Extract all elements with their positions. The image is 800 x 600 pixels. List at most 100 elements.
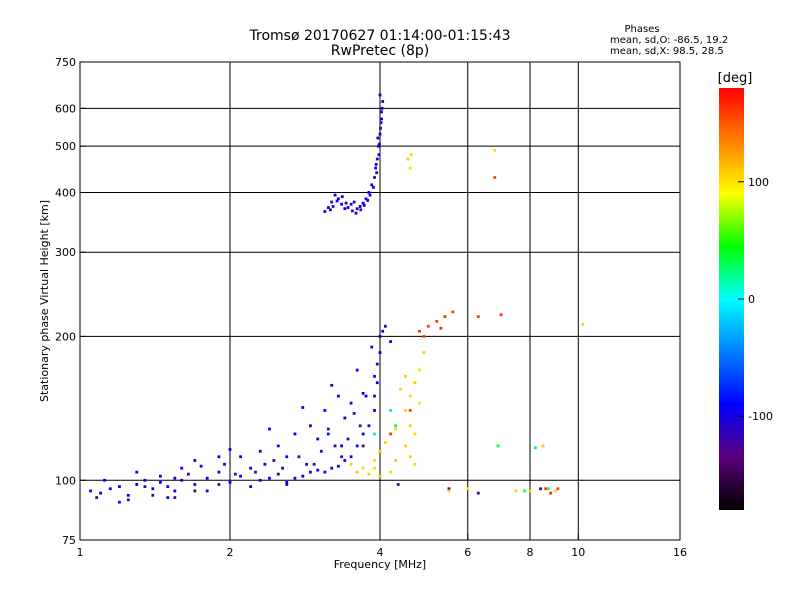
data-point-s0-7 <box>151 487 155 491</box>
phase-stats-x-mode: mean, sd,X: 98.5, 28.5 <box>610 46 724 57</box>
data-point-s0-39 <box>383 324 387 328</box>
data-point-s5-3 <box>523 489 526 493</box>
data-point-s2-10 <box>355 207 359 211</box>
data-point-s2-39 <box>328 208 332 212</box>
data-point-s0-24 <box>301 474 305 478</box>
colorbar-unit-label: [deg] <box>718 71 753 86</box>
data-point-s0-28 <box>330 466 334 470</box>
data-point-s0-69 <box>316 437 320 441</box>
data-point-s2-23 <box>381 100 385 103</box>
data-point-s2-9 <box>352 200 356 204</box>
data-point-s0-66 <box>355 368 359 372</box>
data-point-s3-8 <box>404 409 407 412</box>
data-point-s1-21 <box>281 466 284 470</box>
data-point-s0-76 <box>263 462 267 466</box>
data-point-s1-1 <box>126 498 130 502</box>
data-point-s0-26 <box>316 468 320 472</box>
data-point-s3-22 <box>389 470 392 474</box>
data-point-s1-18 <box>340 455 344 459</box>
data-point-s0-3 <box>118 485 121 488</box>
data-point-s2-15 <box>370 183 374 187</box>
data-point-s1-17 <box>312 462 316 466</box>
data-point-s5-0 <box>496 444 500 448</box>
data-point-s0-78 <box>173 476 177 480</box>
y-tick-label-1: 100 <box>55 474 76 487</box>
data-point-s0-2 <box>108 487 112 491</box>
data-point-s0-68 <box>285 455 289 459</box>
data-point-s0-33 <box>361 432 365 436</box>
data-point-s3-24 <box>373 466 376 470</box>
x-tick-label-2: 4 <box>377 546 384 559</box>
data-point-s1-26 <box>476 491 480 495</box>
data-point-s0-70 <box>343 416 347 420</box>
data-point-s2-20 <box>378 132 382 136</box>
data-point-s3-5 <box>378 449 382 453</box>
data-point-s2-41 <box>380 117 384 121</box>
data-point-s0-62 <box>228 448 232 451</box>
data-point-s4-10 <box>544 487 548 491</box>
data-point-s0-54 <box>361 391 365 395</box>
data-point-s2-12 <box>361 201 365 205</box>
data-point-s2-40 <box>376 136 380 140</box>
data-point-s4-6 <box>439 326 443 330</box>
x-axis-title: Frequency [MHz] <box>334 558 426 571</box>
data-point-s0-73 <box>326 432 330 436</box>
data-point-s3-21 <box>413 462 417 466</box>
data-point-s3-18 <box>418 401 421 405</box>
data-point-s1-22 <box>326 427 330 431</box>
data-point-s0-5 <box>135 483 139 486</box>
data-point-s2-24 <box>378 93 382 97</box>
y-tick-label-7: 750 <box>55 56 76 69</box>
data-point-s3-33 <box>581 322 584 326</box>
data-point-s2-6 <box>343 207 347 211</box>
grid-lines <box>80 62 680 540</box>
data-point-s0-72 <box>389 340 392 344</box>
phase-stats-o-mode: mean, sd,O: -86.5, 19.2 <box>610 35 728 46</box>
data-point-s1-19 <box>361 444 365 448</box>
data-point-s0-60 <box>285 483 289 486</box>
data-point-s0-10 <box>173 489 177 493</box>
data-point-s0-6 <box>143 478 147 482</box>
data-point-s0-50 <box>309 424 312 428</box>
y-tick-label-4: 400 <box>55 186 76 199</box>
data-point-s3-6 <box>383 441 387 444</box>
data-point-s3-9 <box>408 424 412 428</box>
data-point-s3-14 <box>413 381 417 385</box>
data-point-s4-1 <box>426 324 430 328</box>
data-point-s1-2 <box>151 493 155 497</box>
data-point-s4-11 <box>549 491 553 495</box>
data-point-s3-4 <box>373 459 376 462</box>
colorbar-ticks: 100 0 -100 <box>738 176 773 423</box>
data-point-s3-3 <box>367 472 371 476</box>
data-point-s0-11 <box>180 478 184 482</box>
y-tick-label-0: 75 <box>62 534 76 547</box>
data-point-s2-31 <box>362 203 366 207</box>
data-point-s1-12 <box>373 394 376 398</box>
data-point-s0-15 <box>217 470 221 474</box>
data-point-s5-4 <box>389 409 392 412</box>
data-point-s0-58 <box>205 489 209 493</box>
data-point-s2-16 <box>373 176 376 179</box>
data-point-s0-45 <box>217 455 221 459</box>
data-point-s0-38 <box>381 329 385 333</box>
x-axis-ticks: 1 2 4 6 8 10 16 <box>77 534 687 559</box>
data-point-s3-34 <box>541 444 545 448</box>
data-point-s1-20 <box>217 483 221 486</box>
data-point-s4-4 <box>451 310 455 314</box>
data-point-s0-53 <box>349 401 353 405</box>
data-point-s0-42 <box>159 474 162 478</box>
data-point-s4-5 <box>422 334 426 338</box>
data-point-s0-18 <box>249 466 253 470</box>
y-tick-label-5: 500 <box>55 140 76 153</box>
data-point-s0-25 <box>309 470 312 474</box>
data-point-s1-5 <box>233 472 237 476</box>
data-point-s2-44 <box>374 162 378 166</box>
data-point-s3-28 <box>447 489 451 493</box>
data-point-s2-38 <box>331 205 335 208</box>
data-point-s3-10 <box>413 432 417 436</box>
data-point-s0-74 <box>340 444 344 448</box>
data-point-s2-42 <box>379 126 382 130</box>
data-point-s0-27 <box>323 470 327 474</box>
data-point-s0-46 <box>239 455 242 459</box>
